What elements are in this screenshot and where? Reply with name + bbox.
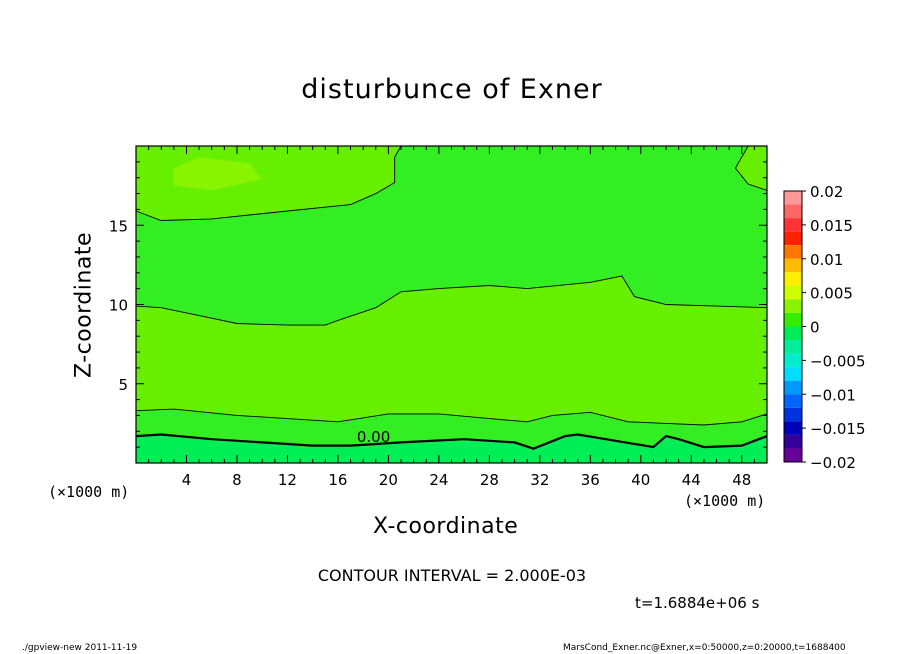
y-tick-label: 15: [109, 217, 128, 235]
x-unit-label-left: (×1000 m): [48, 483, 130, 501]
x-tick-label: 36: [581, 471, 600, 489]
contour-lines: 0.00: [135, 145, 768, 450]
x-tick-label: 28: [480, 471, 499, 489]
x-tick-label: 44: [682, 471, 701, 489]
colorbar-swatch-4: [784, 245, 802, 259]
x-tick-label: 4: [182, 471, 192, 489]
colorbar-tick-label: 0.005: [810, 285, 853, 303]
colorbar-swatch-14: [784, 380, 802, 395]
colorbar-swatch-8: [784, 299, 802, 313]
plot-area: [136, 146, 767, 463]
x-tick-label: 48: [732, 471, 751, 489]
x-unit-label-right: (×1000 m): [684, 492, 766, 510]
colorbar-tick-label: 0: [810, 319, 820, 337]
colorbar-tick-label: −0.005: [810, 352, 866, 370]
colorbar-swatch-7: [784, 285, 802, 300]
x-tick-label: 32: [530, 471, 549, 489]
y-axis-label: Z-coordinate: [71, 232, 97, 378]
x-tick-label: 24: [429, 471, 448, 489]
contour-interval: CONTOUR INTERVAL = 2.000E-03: [317, 566, 587, 585]
contour-line-4: [734, 145, 768, 191]
colorbar-swatch-13: [784, 367, 802, 381]
colorbar-swatch-1: [784, 204, 802, 219]
colorbar-swatch-3: [784, 231, 802, 246]
colorbar-swatch-19: [784, 448, 802, 462]
y-tick-label: 5: [118, 376, 128, 394]
contour-line-1: [135, 408, 768, 426]
x-tick-label: 8: [232, 471, 242, 489]
upper-bright: [173, 157, 263, 191]
x-tick-label: 40: [631, 471, 650, 489]
contour-line-0: [135, 433, 768, 450]
colorbar-tick-label: −0.015: [810, 420, 866, 438]
chart-title: disturbunce of Exner: [301, 74, 603, 105]
colorbar-swatch-6: [784, 272, 802, 286]
negative-region: [136, 434, 767, 463]
colorbar-tick-label: −0.02: [810, 454, 856, 472]
top-right-region: [735, 146, 767, 191]
x-axis-label: X-coordinate: [373, 514, 519, 539]
x-tick-label: 12: [278, 471, 297, 489]
colorbar-swatch-17: [784, 421, 802, 435]
colorbar-tick-label: 0.02: [810, 183, 843, 201]
contour-line-3: [135, 145, 402, 221]
colorbar-swatch-18: [784, 434, 802, 449]
colorbar-swatch-5: [784, 258, 802, 273]
colorbar-swatch-12: [784, 353, 802, 368]
footer-right: MarsCond_Exner.nc@Exner,x=0:50000,z=0:20…: [563, 643, 846, 653]
colorbar-tick-label: 0.015: [810, 217, 853, 235]
colorbar-swatch-2: [784, 218, 802, 232]
footer-left: ./gpview-new 2011-11-19: [22, 643, 138, 653]
colorbar-swatch-11: [784, 340, 802, 354]
colorbar-swatch-15: [784, 394, 802, 408]
colorbar-swatch-16: [784, 407, 802, 422]
x-tick-label: 16: [328, 471, 347, 489]
contour-label-0: 0.00: [357, 428, 390, 446]
colorbar-swatch-10: [784, 326, 802, 341]
colorbar: 0.02 0.015 0.01 0.005 0 −0.005 −0.01 −0.015 −0.0…: [783, 183, 866, 472]
colorbar-swatch-9: [784, 312, 802, 327]
colorbar-swatch-0: [784, 191, 802, 205]
lower-bright-band-2: [476, 344, 692, 398]
contour-line-2: [135, 275, 768, 326]
lower-bright-band-1: [136, 345, 401, 400]
time-label: t=1.6884e+06 s: [635, 594, 760, 612]
colorbar-tick-label: −0.01: [810, 386, 856, 404]
colorbar-tick-label: 0.01: [810, 251, 843, 269]
x-tick-label: 20: [379, 471, 398, 489]
y-tick-label: 10: [109, 297, 128, 315]
